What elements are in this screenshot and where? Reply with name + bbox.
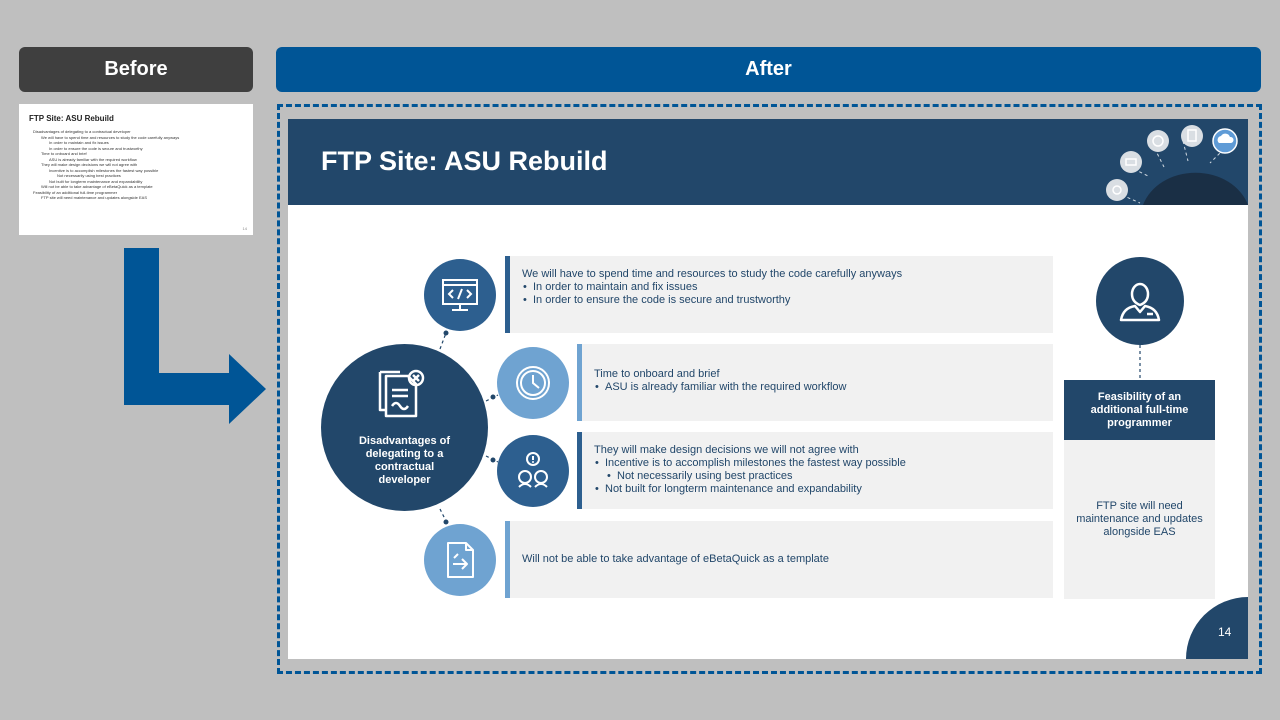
thumbnail-line: Time to onboard and brief — [41, 151, 87, 156]
page-number-text: 14 — [1218, 625, 1232, 639]
contract-rejected-icon — [378, 369, 425, 418]
item-3-bullet: Not built for longterm maintenance and e… — [594, 483, 1041, 496]
item-1-bullet: In order to ensure the code is secure an… — [522, 294, 1041, 307]
thumbnail-line: In order to ensure the code is secure an… — [49, 145, 143, 151]
thumbnail-line: Feasibility of an additional full-time p… — [33, 189, 118, 195]
item-3-box: They will make design decisions we will … — [577, 432, 1053, 509]
before-label: Before — [19, 47, 253, 92]
item-1-box: We will have to spend time and resources… — [505, 256, 1053, 333]
after-label: After — [276, 47, 1261, 92]
thumbnail-page-number: 14 — [242, 225, 247, 231]
item-3-bullet: Incentive is to accomplish milestones th… — [594, 457, 1041, 470]
item-1-heading: We will have to spend time and resources… — [522, 268, 903, 280]
thumbnail-line: Not necessarily using best practices — [57, 173, 121, 178]
slide-title: FTP Site: ASU Rebuild — [321, 146, 608, 176]
document-template-icon — [447, 542, 474, 578]
item-2-node — [497, 347, 569, 419]
before-to-after-arrow-icon — [124, 248, 266, 424]
item-3-heading: They will make design decisions we will … — [594, 444, 859, 456]
item-4-node — [424, 524, 496, 596]
thumbnail-line: FTP site will need maintenance and updat… — [41, 195, 147, 200]
programmer-icon — [1119, 282, 1161, 322]
thumbnail-line: Not built for longterm maintenance and e… — [49, 178, 143, 184]
item-2-bullet: ASU is already familiar with the require… — [594, 381, 1041, 394]
slide-header: FTP Site: ASU Rebuild — [288, 119, 1248, 205]
right-topic-body: FTP site will need maintenance and updat… — [1064, 440, 1215, 599]
clock-icon — [516, 366, 550, 400]
item-4-box: Will not be able to take advantage of eB… — [505, 521, 1053, 598]
thumbnail-line: We will have to spend time and resources… — [41, 134, 180, 140]
thumbnail-line: Disadvantages of delegating to a contrac… — [33, 129, 131, 134]
after-frame — [277, 104, 1262, 674]
thumbnail-line: In order to maintain and fix issues — [49, 140, 109, 145]
item-1-bullet: In order to maintain and fix issues — [522, 281, 1041, 294]
thumbnail-line: They will make design decisions we will … — [41, 162, 138, 167]
code-monitor-icon — [442, 279, 478, 311]
item-3-sub-bullet: Not necessarily using best practices — [594, 470, 1041, 483]
item-2-heading: Time to onboard and brief — [594, 368, 720, 380]
center-topic-label: Disadvantages of delegating to a contrac… — [358, 435, 451, 486]
after-slide: FTP Site: ASU Rebuild — [288, 119, 1248, 659]
item-1-node — [424, 259, 496, 331]
diagram-connectors — [439, 330, 1141, 526]
center-topic-circle: Disadvantages of delegating to a contrac… — [321, 344, 488, 511]
item-2-box: Time to onboard and brief ASU is already… — [577, 344, 1053, 421]
thumbnail-title: FTP Site: ASU Rebuild — [29, 114, 114, 123]
thumbnail-line: Will not be able to take advantage of eB… — [41, 184, 153, 189]
cloud-network-icon — [1106, 125, 1248, 205]
item-3-node — [497, 435, 569, 507]
thumbnail-line: Incentive is to accomplish milestones th… — [49, 167, 159, 173]
item-4-heading: Will not be able to take advantage of eB… — [522, 553, 829, 565]
disagreement-people-icon — [518, 452, 548, 488]
right-topic-label: Feasibility of an additional full-time p… — [1064, 380, 1215, 440]
before-slide-thumbnail: FTP Site: ASU Rebuild Disadvantages of d… — [19, 104, 253, 235]
right-topic-circle — [1096, 257, 1184, 345]
thumbnail-line: ASU is already familiar with the require… — [49, 156, 137, 162]
